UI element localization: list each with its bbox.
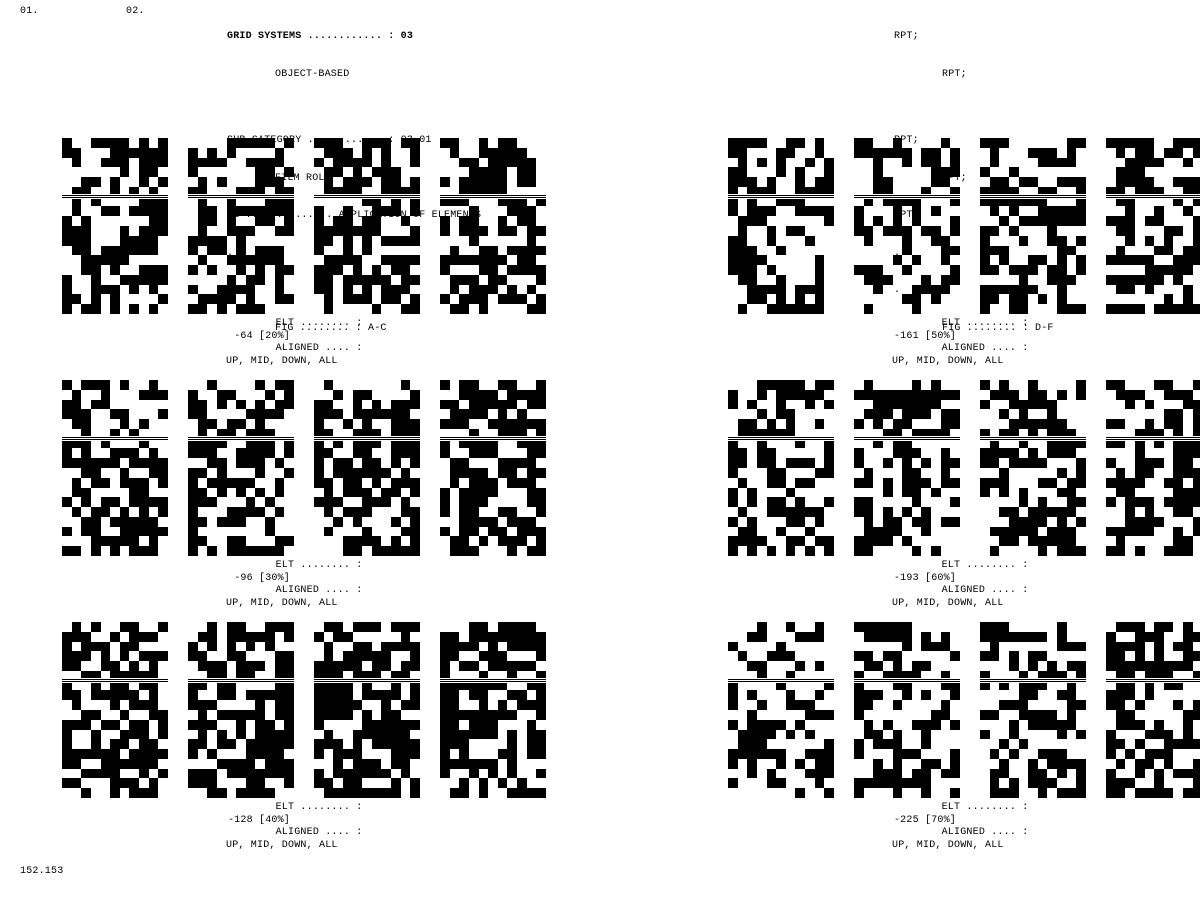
caption-elt-label: ELT ........ : [226,802,362,813]
grid-panel [62,380,168,556]
column-left: ELT ........ : -64 [20%] ALIGNED .... : UP… [62,138,592,864]
hdr-rpt-2: RPT; [894,69,1184,82]
panel-row [62,380,592,556]
hdr-grid-systems: GRID SYSTEMS ............ : 03 [227,31,557,44]
hdr-rpt-1: RPT; [894,31,1184,44]
caption-aligned-label: ALIGNED .... : [892,343,1028,354]
figure-band: ELT ........ : -225 [70%] ALIGNED .... : U… [728,622,1200,864]
grid-panel [980,380,1086,556]
caption-elt-value: -161 [50%] [892,331,956,344]
grid-panel [440,138,546,314]
caption-aligned-value: UP, MID, DOWN, ALL [892,840,1004,851]
band-caption: ELT ........ : -64 [20%] ALIGNED .... : UP… [226,318,486,368]
page-spread: 01. 02. 152.153 GRID SYSTEMS ...........… [0,0,1200,897]
caption-aligned-label: ALIGNED .... : [226,343,362,354]
grid-panel [728,622,834,798]
grid-panel [980,138,1086,314]
panel-row [728,622,1200,798]
hdr-object-based: OBJECT-BASED [227,69,557,82]
grid-panel [854,380,960,556]
figure-band: ELT ........ : -64 [20%] ALIGNED .... : UP… [62,138,592,380]
grid-panel [980,622,1086,798]
caption-elt-label: ELT ........ : [892,318,1028,329]
grid-panel [62,138,168,314]
grid-panel [314,622,420,798]
caption-elt-label: ELT ........ : [226,560,362,571]
caption-aligned-label: ALIGNED .... : [892,827,1028,838]
caption-elt-label: ELT ........ : [226,318,362,329]
caption-aligned-value: UP, MID, DOWN, ALL [892,598,1004,609]
caption-aligned-label: ALIGNED .... : [226,585,362,596]
grid-panel [188,380,294,556]
grid-panel [728,380,834,556]
grid-panel [188,138,294,314]
grid-panel [854,622,960,798]
band-caption: ELT ........ : -161 [50%] ALIGNED .... : U… [892,318,1152,368]
grid-panel [188,622,294,798]
caption-aligned-value: UP, MID, DOWN, ALL [226,356,338,367]
caption-aligned-label: ALIGNED .... : [226,827,362,838]
grid-panel [854,138,960,314]
caption-aligned-value: UP, MID, DOWN, ALL [892,356,1004,367]
caption-elt-value: -193 [60%] [892,573,956,586]
grid-panel [1106,380,1200,556]
grid-panel [728,138,834,314]
grid-panel [314,138,420,314]
caption-aligned-label: ALIGNED .... : [892,585,1028,596]
caption-elt-label: ELT ........ : [892,560,1028,571]
page-folio: 152.153 [20,866,63,879]
caption-elt-value: -96 [30%] [226,573,290,586]
figure-band: ELT ........ : -128 [40%] ALIGNED .... : U… [62,622,592,864]
figure-band: ELT ........ : -193 [60%] ALIGNED .... : U… [728,380,1200,622]
caption-elt-label: ELT ........ : [892,802,1028,813]
page-index-02: 02. [126,6,145,19]
band-caption: ELT ........ : -193 [60%] ALIGNED .... : U… [892,560,1152,610]
panel-row [62,622,592,798]
grid-panel [62,622,168,798]
caption-aligned-value: UP, MID, DOWN, ALL [226,840,338,851]
band-caption: ELT ........ : -128 [40%] ALIGNED .... : U… [226,802,486,852]
column-right: ELT ........ : -161 [50%] ALIGNED .... : U… [728,138,1200,864]
panel-row [728,138,1200,314]
grid-panel [1106,622,1200,798]
caption-elt-value: -225 [70%] [892,815,956,828]
band-caption: ELT ........ : -225 [70%] ALIGNED .... : U… [892,802,1152,852]
figure-band: ELT ........ : -96 [30%] ALIGNED .... : UP… [62,380,592,622]
panel-row [728,380,1200,556]
grid-panel [1106,138,1200,314]
panel-row [62,138,592,314]
grid-panel [314,380,420,556]
figure-band: ELT ........ : -161 [50%] ALIGNED .... : U… [728,138,1200,380]
caption-elt-value: -128 [40%] [226,815,290,828]
caption-aligned-value: UP, MID, DOWN, ALL [226,598,338,609]
caption-elt-value: -64 [20%] [226,331,290,344]
band-caption: ELT ........ : -96 [30%] ALIGNED .... : UP… [226,560,486,610]
page-index-01: 01. [20,6,39,19]
grid-panel [440,622,546,798]
grid-panel [440,380,546,556]
